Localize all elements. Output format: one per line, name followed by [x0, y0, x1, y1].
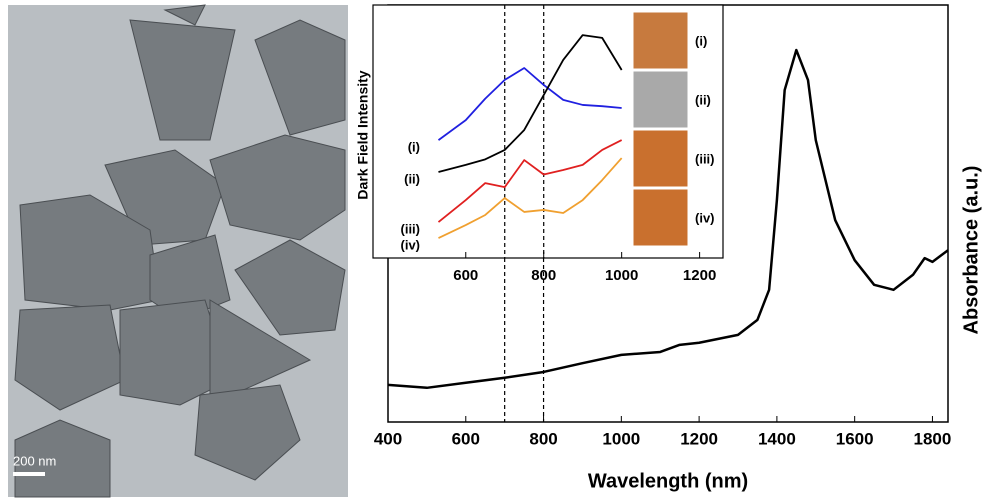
inset-image [633, 12, 688, 69]
x-tick-label: 1600 [836, 429, 874, 448]
y-axis-label: Absorbance (a.u.) [960, 166, 982, 335]
inset-label: (ii) [695, 92, 711, 107]
series-label: (ii) [404, 171, 420, 186]
series-label: (i) [408, 140, 420, 155]
x-tick-label: 1000 [605, 267, 638, 284]
inset-image [633, 130, 688, 187]
inset-label: (i) [695, 33, 707, 48]
x-tick-label: 1200 [680, 429, 718, 448]
x-tick-label: 600 [452, 429, 480, 448]
figure: 200 nm 400 600 800 1000 1200 1400 1600 1800 Wave… [0, 0, 987, 499]
series-label: (iv) [401, 237, 421, 252]
x-tick-label: 800 [531, 267, 556, 284]
inset-image [633, 189, 688, 246]
inset-image [633, 71, 688, 128]
scale-bar-label: 200 nm [13, 453, 56, 468]
x-tick-label: 800 [529, 429, 557, 448]
series-label: (iii) [401, 222, 421, 237]
y-axis-label: Dark Field Intensity [355, 70, 371, 199]
x-tick-label: 1200 [683, 267, 716, 284]
x-tick-label: 1400 [758, 429, 796, 448]
x-axis-label: Wavelength (nm) [588, 470, 748, 492]
x-tick-label: 1000 [602, 429, 640, 448]
x-tick-label: 1800 [914, 429, 952, 448]
x-tick-label: 600 [453, 267, 478, 284]
tem-image: 200 nm [8, 5, 348, 497]
x-tick-label: 400 [374, 429, 402, 448]
inset-label: (iii) [695, 151, 715, 166]
inset-label: (iv) [695, 210, 715, 225]
